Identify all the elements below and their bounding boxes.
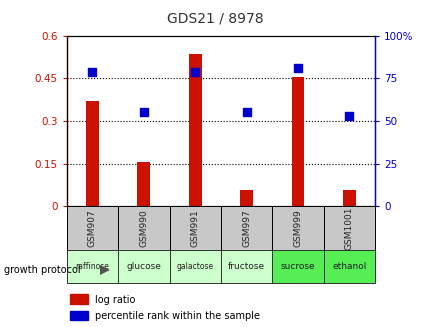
Bar xyxy=(137,162,150,206)
Text: percentile rank within the sample: percentile rank within the sample xyxy=(95,311,259,321)
Point xyxy=(140,110,147,115)
Text: fructose: fructose xyxy=(227,262,264,271)
Text: sucrose: sucrose xyxy=(280,262,314,271)
Bar xyxy=(220,206,272,250)
Bar xyxy=(86,101,98,206)
Text: log ratio: log ratio xyxy=(95,295,135,304)
Bar xyxy=(323,206,374,250)
Bar xyxy=(272,206,323,250)
Text: GSM999: GSM999 xyxy=(293,209,302,247)
Point xyxy=(89,69,96,74)
Bar xyxy=(240,190,252,206)
Bar xyxy=(291,77,304,206)
Text: glucose: glucose xyxy=(126,262,161,271)
Text: GSM907: GSM907 xyxy=(88,209,97,247)
Text: raffinose: raffinose xyxy=(75,262,109,271)
Bar xyxy=(67,250,118,283)
Text: GSM991: GSM991 xyxy=(190,209,199,247)
Bar xyxy=(323,250,374,283)
Text: GSM990: GSM990 xyxy=(139,209,148,247)
Bar xyxy=(67,206,118,250)
Text: GSM997: GSM997 xyxy=(242,209,251,247)
Text: ethanol: ethanol xyxy=(332,262,366,271)
Text: GDS21 / 8978: GDS21 / 8978 xyxy=(167,11,263,26)
Point xyxy=(345,113,352,118)
Polygon shape xyxy=(100,265,110,275)
Point xyxy=(243,110,249,115)
Point xyxy=(191,69,198,74)
Bar xyxy=(118,206,169,250)
Bar xyxy=(70,311,88,320)
Bar xyxy=(169,250,220,283)
Text: GSM1001: GSM1001 xyxy=(344,206,353,250)
Bar xyxy=(169,206,220,250)
Bar xyxy=(220,250,272,283)
Bar xyxy=(342,190,355,206)
Point xyxy=(294,66,301,71)
Bar xyxy=(70,294,88,304)
Bar xyxy=(118,250,169,283)
Bar xyxy=(188,54,201,206)
Bar xyxy=(272,250,323,283)
Text: growth protocol: growth protocol xyxy=(4,265,81,275)
Text: galactose: galactose xyxy=(176,262,213,271)
